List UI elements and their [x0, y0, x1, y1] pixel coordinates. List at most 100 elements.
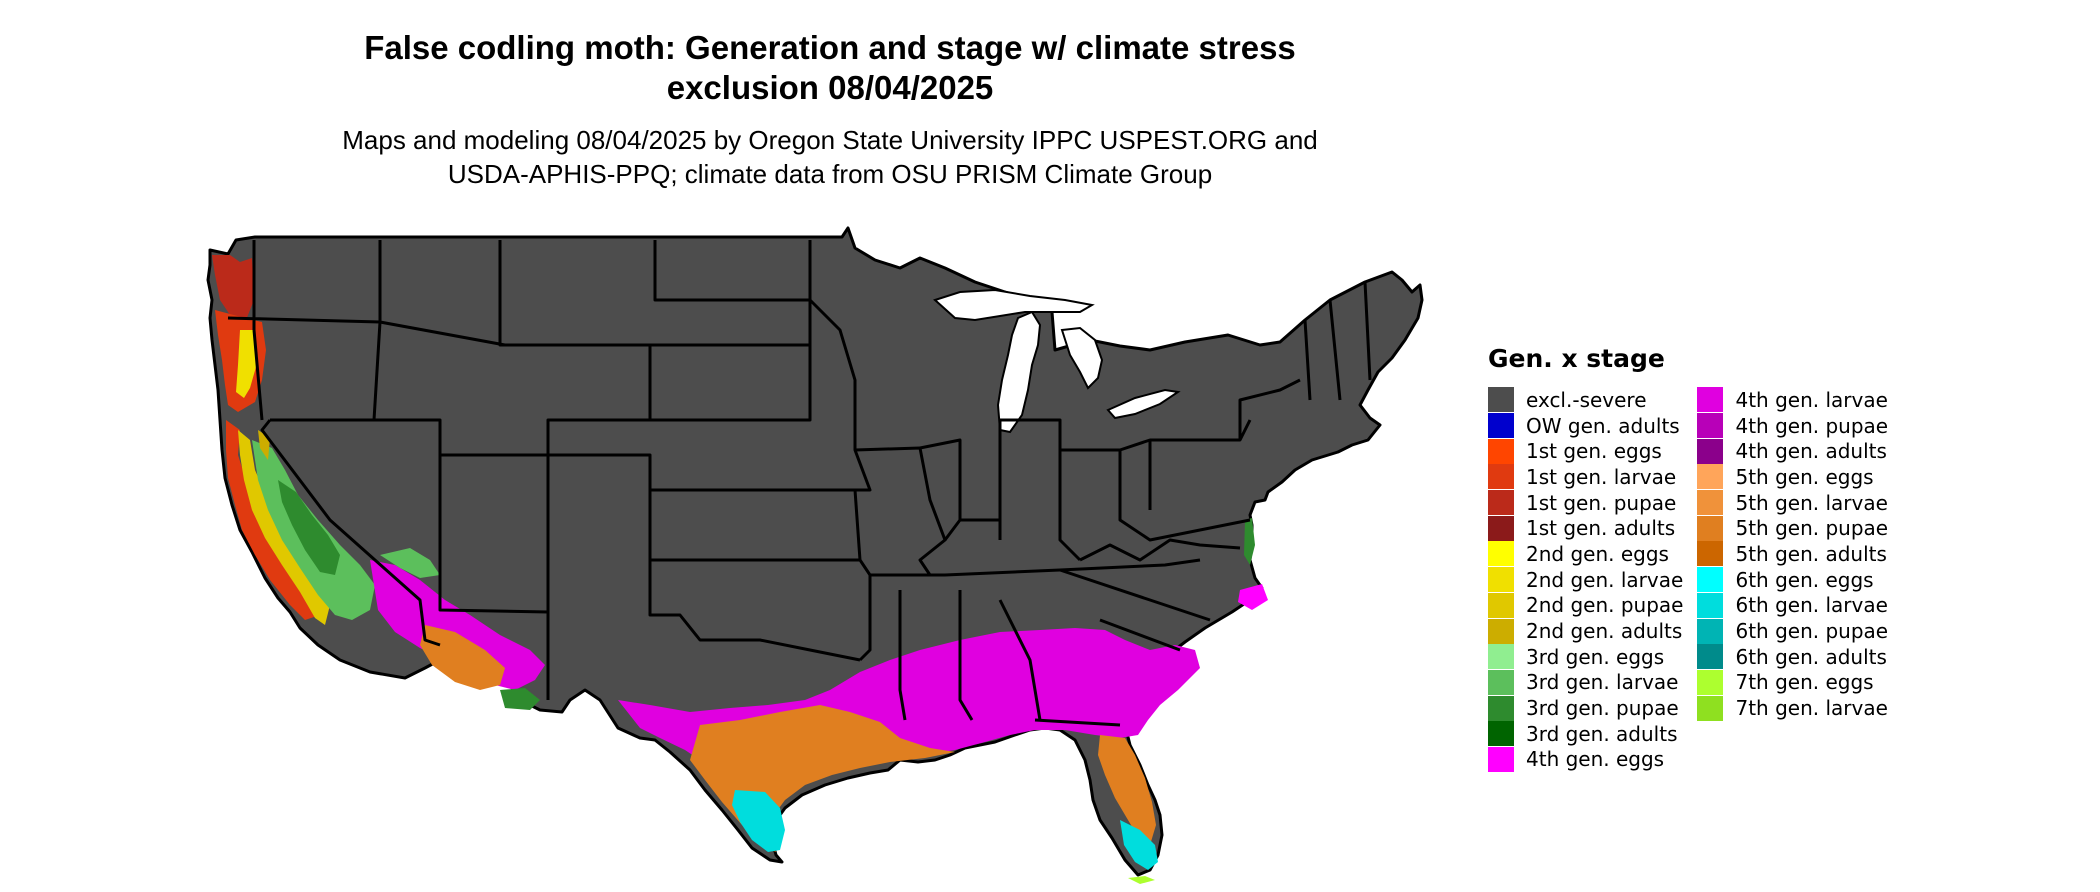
map-title-line2: exclusion 08/04/2025 — [666, 69, 994, 106]
legend-swatch — [1488, 746, 1514, 772]
legend-label: 7th gen. larvae — [1735, 696, 1888, 721]
legend-item: 5th gen. larvae — [1697, 490, 1888, 516]
legend-item: 2nd gen. adults — [1488, 618, 1683, 644]
legend-swatch — [1488, 490, 1514, 516]
legend-item: 7th gen. larvae — [1697, 695, 1888, 721]
legend-swatch — [1697, 618, 1724, 644]
legend-label: 2nd gen. adults — [1526, 619, 1683, 644]
legend-label: 1st gen. pupae — [1526, 490, 1677, 515]
legend-item: 3rd gen. pupae — [1488, 695, 1683, 721]
legend-swatch — [1488, 644, 1514, 670]
legend-item: 1st gen. adults — [1488, 515, 1683, 541]
legend-item: 1st gen. eggs — [1488, 438, 1683, 464]
lake-superior — [933, 288, 1095, 322]
legend-item: 4th gen. larvae — [1697, 387, 1888, 413]
legend-column-1: excl.-severe OW gen. adults 1st gen. eggs 1… — [1488, 387, 1683, 772]
legend-swatch — [1697, 644, 1724, 670]
legend-item: 1st gen. pupae — [1488, 490, 1683, 516]
legend-item: 3rd gen. adults — [1488, 721, 1683, 747]
legend-label: 3rd gen. larvae — [1526, 670, 1679, 695]
legend-label: 7th gen. eggs — [1735, 670, 1874, 695]
legend-label: 1st gen. eggs — [1526, 439, 1662, 464]
legend-item: 5th gen. pupae — [1697, 515, 1888, 541]
lake-michigan — [996, 310, 1042, 434]
legend-label: 3rd gen. adults — [1526, 721, 1678, 746]
legend-swatch — [1488, 669, 1514, 695]
legend-label: 3rd gen. pupae — [1526, 696, 1679, 721]
legend-label: 4th gen. eggs — [1526, 747, 1665, 772]
legend-label: excl.-severe — [1526, 387, 1647, 412]
legend-label: 5th gen. larvae — [1735, 490, 1888, 515]
legend-swatch — [1697, 592, 1724, 618]
legend-swatch — [1697, 695, 1724, 721]
legend-label: 5th gen. adults — [1735, 541, 1887, 566]
legend-swatch — [1697, 438, 1724, 464]
zone-tx-6th-gen — [732, 790, 785, 852]
legend-label: 1st gen. larvae — [1526, 464, 1677, 489]
zone-2nd-gen-or — [236, 330, 258, 398]
legend-item: 4th gen. pupae — [1697, 413, 1888, 439]
legend-swatch — [1697, 464, 1724, 490]
zone-1st-gen-wa — [212, 255, 254, 320]
legend-label: 4th gen. adults — [1735, 439, 1887, 464]
legend-column-2: 4th gen. larvae 4th gen. pupae 4th gen. ad… — [1697, 387, 1888, 772]
legend-swatch — [1488, 618, 1514, 644]
legend-item: 6th gen. adults — [1697, 644, 1888, 670]
legend-title: Gen. x stage — [1488, 344, 1665, 373]
zone-fl-5th-gen — [1098, 735, 1156, 845]
legend-label: 5th gen. pupae — [1735, 516, 1889, 541]
legend-label: 3rd gen. eggs — [1526, 644, 1665, 669]
legend-swatch — [1488, 592, 1514, 618]
legend-swatch — [1488, 695, 1514, 721]
legend-label: 6th gen. larvae — [1735, 593, 1888, 618]
legend-swatch — [1488, 567, 1514, 593]
legend-item: 2nd gen. eggs — [1488, 541, 1683, 567]
legend-swatch — [1697, 387, 1724, 413]
zone-sw-3rd-gen — [380, 548, 440, 578]
lake-huron — [1060, 326, 1104, 390]
legend-swatch — [1488, 464, 1514, 490]
legend-label: 2nd gen. pupae — [1526, 593, 1684, 618]
legend-item: 4th gen. eggs — [1488, 746, 1683, 773]
zone-ca-3rd-gen-pupae — [278, 480, 340, 575]
legend-item: 5th gen. eggs — [1697, 464, 1888, 490]
legend-label: 1st gen. adults — [1526, 516, 1676, 541]
zone-sw-3rd-gen-south — [500, 688, 540, 710]
legend-label: 2nd gen. larvae — [1526, 567, 1684, 592]
legend-swatch — [1697, 515, 1724, 541]
state-boundaries — [227, 240, 1372, 727]
legend-label: 4th gen. larvae — [1735, 387, 1888, 412]
legend-label: 4th gen. pupae — [1735, 413, 1889, 438]
legend-swatch — [1488, 721, 1514, 747]
legend-item: 6th gen. pupae — [1697, 618, 1888, 644]
map-subtitle-line1: Maps and modeling 08/04/2025 by Oregon S… — [342, 125, 1318, 155]
legend-label: 6th gen. adults — [1735, 644, 1887, 669]
legend-item: 3rd gen. larvae — [1488, 669, 1683, 696]
zone-fl-6th-gen — [1120, 820, 1158, 870]
legend-item: 2nd gen. larvae — [1488, 567, 1683, 593]
map-subtitle-line2: USDA-APHIS-PPQ; climate data from OSU PR… — [447, 159, 1213, 189]
legend-swatch — [1488, 541, 1514, 567]
legend-swatch — [1488, 387, 1514, 413]
lake-erie — [1106, 388, 1181, 420]
legend-swatch — [1488, 438, 1514, 464]
legend-item: 1st gen. larvae — [1488, 464, 1683, 490]
zone-fl-keys-7th-gen — [1128, 876, 1155, 884]
legend-item: 3rd gen. eggs — [1488, 644, 1683, 670]
legend-item: 6th gen. eggs — [1697, 567, 1888, 593]
zone-de-3rd-gen — [1244, 518, 1255, 565]
legend-swatch — [1697, 490, 1724, 516]
legend-swatch — [1488, 515, 1514, 541]
legend-item: 4th gen. adults — [1697, 438, 1888, 464]
legend-item: 6th gen. larvae — [1697, 592, 1888, 619]
legend-item: excl.-severe — [1488, 387, 1683, 413]
us-map — [206, 226, 1424, 884]
zone-sw-5th-gen — [420, 625, 505, 690]
legend-swatch — [1697, 413, 1724, 439]
legend-label: 6th gen. eggs — [1735, 567, 1874, 592]
legend-item: OW gen. adults — [1488, 413, 1683, 439]
legend-label: 6th gen. pupae — [1735, 619, 1889, 644]
legend-swatch — [1697, 541, 1724, 567]
legend-item: 5th gen. adults — [1697, 541, 1888, 567]
legend-swatch — [1488, 413, 1514, 439]
